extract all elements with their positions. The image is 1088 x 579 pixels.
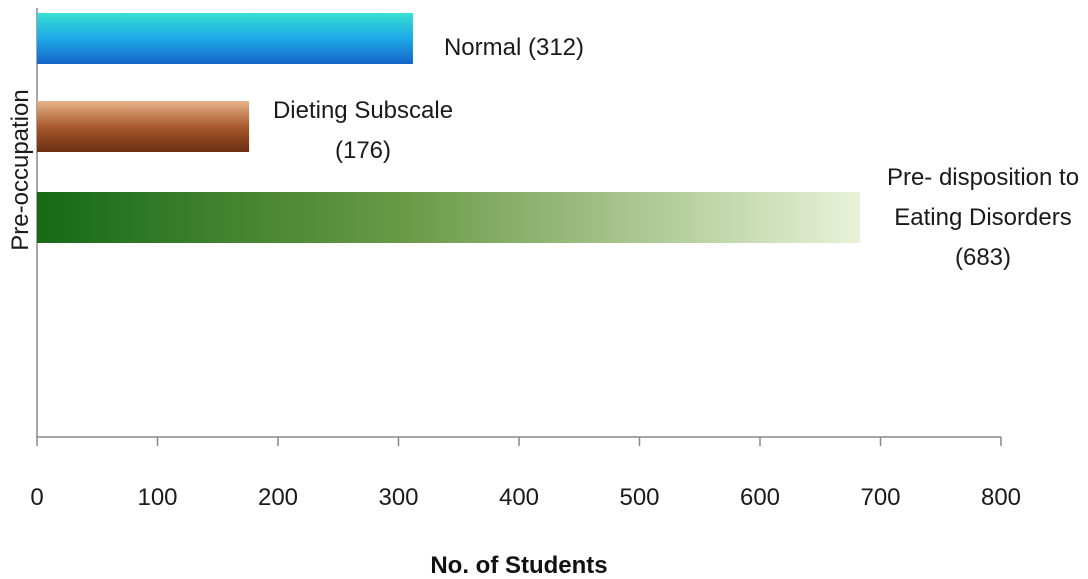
x-tick-label: 700 <box>860 484 900 511</box>
x-tick-label: 100 <box>137 484 177 511</box>
data-labels-group: Normal (312) Dieting Subscale (176) Pre- di… <box>273 34 1079 271</box>
data-label-2-line-1: Eating Disorders <box>894 204 1071 231</box>
bar-1 <box>37 101 250 152</box>
data-label-2-line-2: (683) <box>955 244 1011 271</box>
bars-group <box>37 13 861 243</box>
data-label-1-line-0: Dieting Subscale <box>273 97 453 124</box>
x-tick-label: 300 <box>378 484 418 511</box>
x-tick-label: 800 <box>981 484 1021 511</box>
x-tick-label: 500 <box>619 484 659 511</box>
x-tick-label: 0 <box>30 484 43 511</box>
x-axis-ticks: 0 100 200 300 400 500 600 700 800 <box>30 437 1021 511</box>
x-tick-label: 400 <box>499 484 539 511</box>
x-tick-label: 200 <box>258 484 298 511</box>
data-label-2-line-0: Pre- disposition to <box>887 164 1079 191</box>
data-label-0-line-0: Normal (312) <box>444 34 584 61</box>
bar-2 <box>37 192 861 243</box>
data-label-1-line-1: (176) <box>335 137 391 164</box>
y-axis-title: Pre-occupation <box>7 89 34 250</box>
x-tick-label: 600 <box>740 484 780 511</box>
bar-0 <box>37 13 413 64</box>
x-axis-title: No. of Students <box>430 552 607 579</box>
